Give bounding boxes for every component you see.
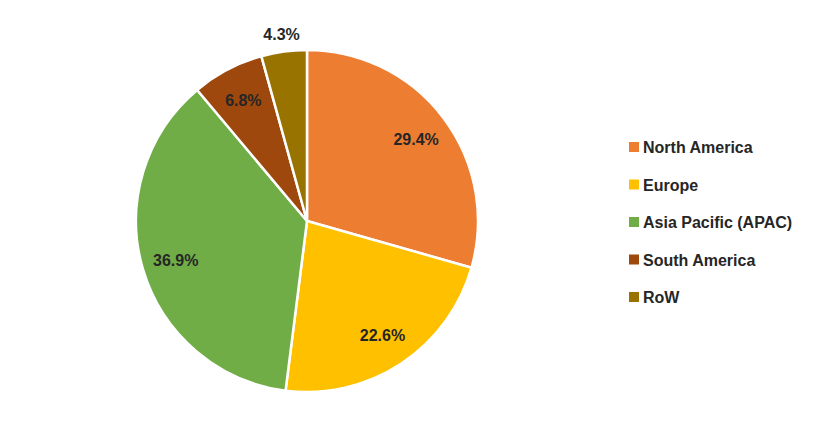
legend-label: RoW bbox=[643, 289, 680, 306]
data-label: 22.6% bbox=[360, 327, 405, 344]
pie-slice bbox=[261, 50, 307, 221]
legend-swatch bbox=[629, 180, 639, 190]
data-label: 4.3% bbox=[263, 26, 299, 43]
data-label: 29.4% bbox=[393, 131, 438, 148]
legend-swatch bbox=[629, 255, 639, 265]
pie-slice bbox=[286, 221, 472, 392]
data-label: 6.8% bbox=[225, 92, 261, 109]
legend: North America Europe Asia Pacific (APAC) So… bbox=[629, 139, 792, 306]
data-labels: 29.4% 22.6% 36.9% 6.8% 4.3% bbox=[153, 26, 439, 344]
data-label: 36.9% bbox=[153, 252, 198, 269]
chart-svg: 29.4% 22.6% 36.9% 6.8% 4.3% North America Euro… bbox=[0, 0, 825, 444]
legend-label: South America bbox=[643, 252, 755, 269]
legend-swatch bbox=[629, 142, 639, 152]
legend-label: Europe bbox=[643, 177, 698, 194]
slices bbox=[136, 50, 478, 392]
legend-label: Asia Pacific (APAC) bbox=[643, 214, 792, 231]
legend-label: North America bbox=[643, 139, 753, 156]
legend-swatch bbox=[629, 217, 639, 227]
chart-root: 29.4% 22.6% 36.9% 6.8% 4.3% North America Euro… bbox=[0, 0, 825, 444]
legend-swatch bbox=[629, 292, 639, 302]
